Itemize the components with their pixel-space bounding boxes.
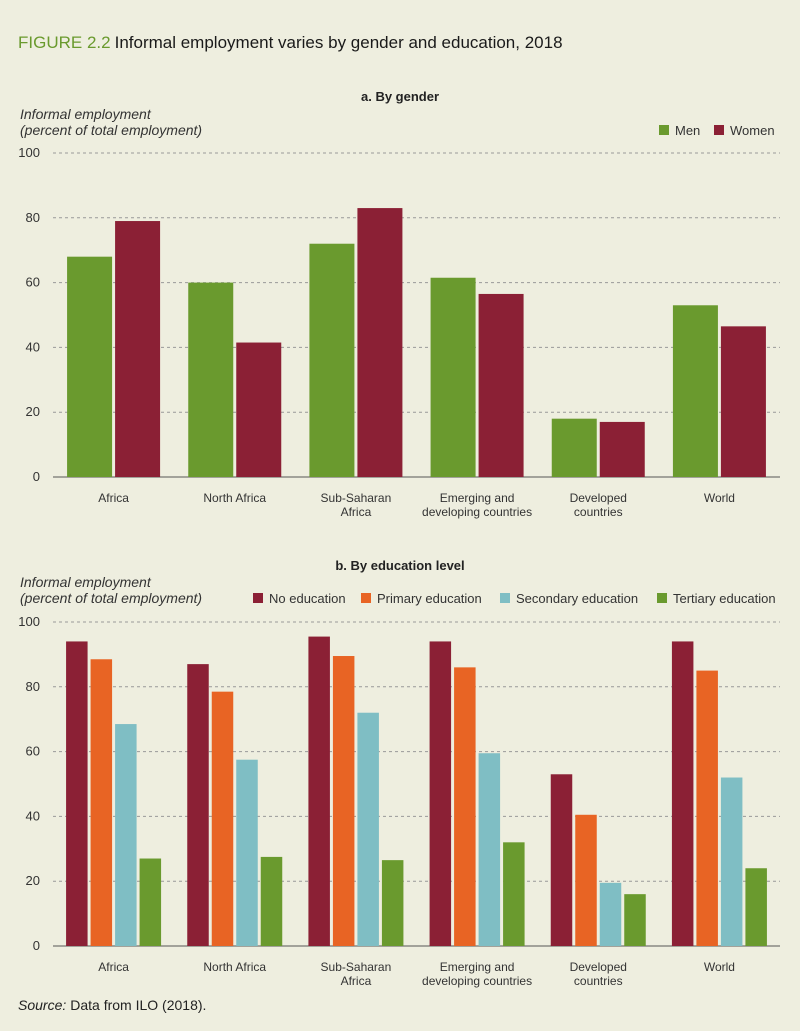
x-tick-label: North Africa <box>203 491 266 505</box>
bar <box>624 894 646 946</box>
x-tick-label: countries <box>574 505 623 519</box>
bar <box>671 641 694 946</box>
legend-swatch <box>657 593 667 603</box>
source-text: Data from ILO (2018). <box>70 997 207 1013</box>
legend-label: Men <box>675 123 700 138</box>
x-tick-label: Africa <box>341 974 372 988</box>
bar <box>430 277 476 477</box>
x-tick-label: Sub-Saharan <box>321 960 392 974</box>
bar <box>260 856 283 946</box>
bar <box>90 659 113 946</box>
x-tick-label: North Africa <box>203 960 266 974</box>
x-tick-label: World <box>704 491 735 505</box>
bar <box>187 664 209 946</box>
legend-label: Primary education <box>377 591 482 606</box>
panel-title-by-education: b. By education level <box>335 558 465 573</box>
bar <box>357 712 379 946</box>
y-tick-label: 60 <box>26 275 40 290</box>
x-tick-label: countries <box>574 974 623 988</box>
bar <box>454 667 476 946</box>
bar <box>696 670 718 946</box>
bar <box>503 842 525 946</box>
y-axis-label-line2: (percent of total employment) <box>20 590 203 606</box>
source-note: Source: Data from ILO (2018). <box>18 997 206 1013</box>
y-axis-label-line1: Informal employment <box>20 574 151 590</box>
y-tick-label: 40 <box>26 339 40 354</box>
y-tick-label: 40 <box>26 808 40 823</box>
legend-label: Tertiary education <box>673 591 776 606</box>
figure-number: FIGURE 2.2 <box>18 33 111 52</box>
legend-swatch <box>714 125 724 135</box>
bar <box>115 724 137 946</box>
bar <box>720 777 743 946</box>
x-tick-label: developing countries <box>422 505 532 519</box>
y-tick-label: 20 <box>26 873 40 888</box>
x-tick-label: Africa <box>341 505 372 519</box>
x-tick-label: Emerging and <box>440 960 515 974</box>
bar <box>550 774 573 946</box>
legend-label: Women <box>730 123 775 138</box>
y-tick-label: 0 <box>33 938 40 953</box>
bar <box>309 243 355 477</box>
bar <box>139 858 162 946</box>
y-tick-label: 20 <box>26 404 40 419</box>
bar <box>66 641 88 946</box>
y-axis-label-line2: (percent of total employment) <box>20 122 203 138</box>
bar <box>478 293 524 477</box>
bar <box>429 641 452 946</box>
legend-swatch <box>659 125 669 135</box>
bar <box>188 282 234 477</box>
x-tick-label: World <box>704 960 735 974</box>
y-tick-label: 0 <box>33 469 40 484</box>
x-tick-label: Developed <box>570 491 627 505</box>
bar <box>67 256 113 477</box>
bar <box>236 759 258 946</box>
legend-label: Secondary education <box>516 591 638 606</box>
legend-swatch <box>500 593 510 603</box>
bar <box>575 814 597 946</box>
x-tick-label: Emerging and <box>440 491 515 505</box>
chart-panel-by-gender: a. By gender Informal employment (percen… <box>0 80 800 530</box>
x-tick-label: Sub-Saharan <box>321 491 392 505</box>
bar <box>381 860 404 946</box>
bar <box>720 326 766 477</box>
bar <box>236 342 282 477</box>
bar <box>478 753 501 946</box>
legend-swatch <box>253 593 263 603</box>
figure-title-text: Informal employment varies by gender and… <box>114 33 563 52</box>
bar <box>551 418 597 477</box>
y-tick-label: 80 <box>26 210 40 225</box>
legend-label: No education <box>269 591 346 606</box>
y-tick-label: 100 <box>18 614 40 629</box>
chart-svg-by-gender: 0 20 40 60 80 100 Africa North Africa Sub-Sahara… <box>18 123 780 519</box>
chart-panel-by-education: b. By education level Informal employmen… <box>0 550 800 990</box>
bar <box>745 868 767 946</box>
bar <box>672 305 718 477</box>
bar <box>211 691 234 946</box>
bar <box>332 656 355 946</box>
legend-swatch <box>361 593 371 603</box>
y-axis-label-line1: Informal employment <box>20 106 151 122</box>
figure-title: FIGURE 2.2 Informal employment varies by … <box>18 33 563 53</box>
y-tick-label: 80 <box>26 679 40 694</box>
source-label: Source: <box>18 997 67 1013</box>
bar <box>308 636 330 946</box>
y-axis-label-gender: Informal employment (percent of total em… <box>20 106 202 138</box>
panel-title-by-gender: a. By gender <box>360 89 440 104</box>
bar <box>599 882 622 946</box>
x-tick-label: Africa <box>98 960 129 974</box>
y-tick-label: 60 <box>26 744 40 759</box>
y-tick-label: 100 <box>18 145 40 160</box>
bar <box>115 221 161 477</box>
x-tick-label: Developed <box>570 960 627 974</box>
y-axis-label-education: Informal employment (percent of total em… <box>20 574 202 606</box>
bar <box>599 421 645 477</box>
x-tick-label: developing countries <box>422 974 532 988</box>
chart-svg-by-education: 0 20 40 60 80 100 Africa North Africa Sub-Sahara… <box>18 591 780 988</box>
bar <box>357 208 403 477</box>
x-tick-label: Africa <box>98 491 129 505</box>
